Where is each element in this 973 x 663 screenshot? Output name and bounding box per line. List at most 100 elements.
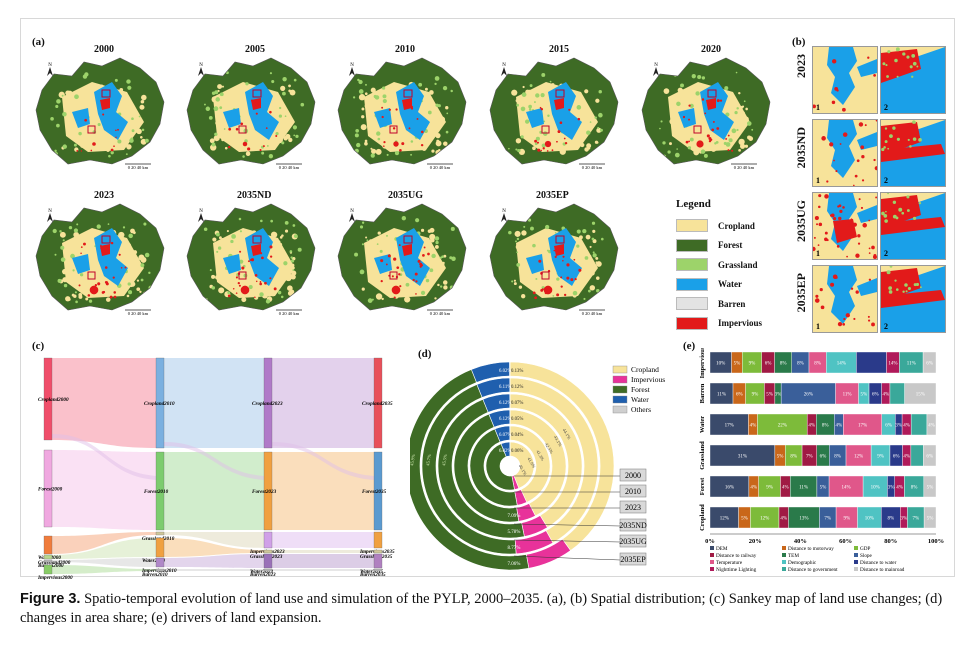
land-use-map: N 0 20 40 km xyxy=(186,57,316,170)
bar-legend-swatch xyxy=(710,546,714,550)
ring-others-label: 0.13% xyxy=(511,369,523,374)
bar-value-label: 4% xyxy=(882,393,889,398)
ring-cropland-label: 40.1% xyxy=(518,464,528,477)
sankey-node-label: Forest2023 xyxy=(252,489,277,495)
ring-year-label: 2023 xyxy=(625,503,641,512)
bar-value-label: 17% xyxy=(858,424,867,429)
bar-value-label: 17% xyxy=(725,424,734,429)
land-use-map: N 0 20 40 km xyxy=(489,203,619,316)
land-use-map: N 0 20 40 km xyxy=(186,203,316,316)
sankey-flow xyxy=(52,558,156,567)
ring-water-label: 6.02% xyxy=(499,369,511,374)
bar-value-label: 6% xyxy=(885,424,892,429)
legend-item-cropland: Cropland xyxy=(676,216,796,236)
land-use-map: N 0 20 40 km xyxy=(35,203,165,316)
north-label: N xyxy=(350,209,354,214)
zoom-cell-number: 1 xyxy=(816,322,820,331)
bar-value-label: 5% xyxy=(741,517,748,522)
bar-segment xyxy=(926,413,937,436)
ring-year-tag xyxy=(619,484,647,498)
map-title-2023: 2023 xyxy=(94,190,114,201)
zoom-cell: 1 xyxy=(812,46,878,114)
ring-impervious-label: 7.09% xyxy=(508,514,521,519)
legend-label: Barren xyxy=(718,298,746,309)
map-title-2000: 2000 xyxy=(94,44,114,55)
zoom-cell-number: 2 xyxy=(884,103,888,112)
north-label: N xyxy=(199,63,203,68)
sankey-node-label: Water2010 xyxy=(142,558,165,564)
ring-year-label: 2035EP xyxy=(620,555,646,564)
bar-value-label: 12% xyxy=(720,517,729,522)
bar-value-label: 3% xyxy=(775,393,782,398)
ring-cropland-label: 43.1% xyxy=(553,435,563,448)
ring-impervious-label: 7.06% xyxy=(508,562,521,567)
bar-category-label: Barren xyxy=(699,383,706,403)
land-use-map: N 0 20 40 km xyxy=(35,57,165,170)
bar-legend-label: Demographic xyxy=(788,560,817,566)
zoom-cell-number: 2 xyxy=(884,249,888,258)
bar-legend-label: GDP xyxy=(860,546,870,552)
ring-legend-swatch xyxy=(612,365,628,374)
bar-legend-swatch xyxy=(782,546,786,550)
sankey-node xyxy=(373,549,383,554)
bar-value-label: 8% xyxy=(887,517,894,522)
scale-bar-label: 0 20 40 km xyxy=(582,165,603,170)
sankey-node-label: Grassland2000 xyxy=(38,560,71,566)
ring-cropland-label: 41.9% xyxy=(526,456,536,469)
bar-value-label: 4% xyxy=(896,486,903,491)
sankey-node xyxy=(155,537,165,558)
zoom-row-label: 2023 xyxy=(794,54,808,78)
sankey-node xyxy=(263,568,273,572)
legend-label: Grassland xyxy=(718,259,758,270)
x-tick-label: 20% xyxy=(749,538,762,545)
sankey-node xyxy=(43,357,53,441)
sankey-flow xyxy=(164,442,264,480)
bar-legend-swatch xyxy=(782,560,786,564)
map-title-2015: 2015 xyxy=(549,44,569,55)
bar-value-label: 7% xyxy=(824,517,831,522)
bar-value-label: 31% xyxy=(738,455,747,460)
legend-swatch xyxy=(676,316,708,330)
bar-value-label: 3% xyxy=(888,486,895,491)
bar-segment xyxy=(923,475,937,498)
bar-value-label: 12% xyxy=(854,455,863,460)
bar-value-label: 5% xyxy=(927,486,934,491)
legend-title: Legend xyxy=(676,198,711,210)
ring-year-tag xyxy=(619,500,647,514)
bar-legend-label: DEM xyxy=(716,546,728,552)
zoom-cell-number: 2 xyxy=(884,176,888,185)
sankey-node xyxy=(263,549,273,554)
legend-swatch xyxy=(676,219,708,233)
bar-value-label: 9% xyxy=(843,517,850,522)
bar-segment xyxy=(910,413,928,436)
ring-water-label: 6.12% xyxy=(499,401,511,406)
scale-bar-label: 0 20 40 km xyxy=(582,311,603,316)
bar-value-label: 8% xyxy=(834,455,841,460)
panel-label-d: (d) xyxy=(418,348,432,360)
bar-value-label: 4% xyxy=(835,424,842,429)
sankey-flow xyxy=(272,442,374,480)
x-tick-label: 100% xyxy=(928,538,944,545)
sankey-node-label: Forest2000 xyxy=(38,487,63,493)
ring-segment-forest xyxy=(469,428,518,507)
sankey-node-label: Barren2035 xyxy=(359,572,386,578)
ring-year-label: 2035UG xyxy=(619,537,647,546)
scale-bar-label: 0 20 40 km xyxy=(128,311,149,316)
sankey-node xyxy=(263,357,273,449)
bar-value-label: 12% xyxy=(760,517,769,522)
bar-value-label: 4% xyxy=(750,486,757,491)
legend-label: Cropland xyxy=(718,220,755,231)
scale-bar-label: 0 20 40 km xyxy=(430,165,451,170)
bar-value-label: 8% xyxy=(822,424,829,429)
ring-year-tag xyxy=(619,552,647,566)
north-label: N xyxy=(48,63,52,68)
legend-label: Forest xyxy=(718,240,743,251)
legend-swatch xyxy=(676,277,708,291)
ring-year-tag xyxy=(619,534,647,548)
legend-label: Water xyxy=(718,279,742,290)
bar-legend-swatch xyxy=(854,560,858,564)
bar-value-label: 8% xyxy=(911,486,918,491)
sankey-node xyxy=(263,451,273,531)
land-use-map: N 0 20 40 km xyxy=(641,57,771,170)
bar-segment xyxy=(922,351,937,374)
